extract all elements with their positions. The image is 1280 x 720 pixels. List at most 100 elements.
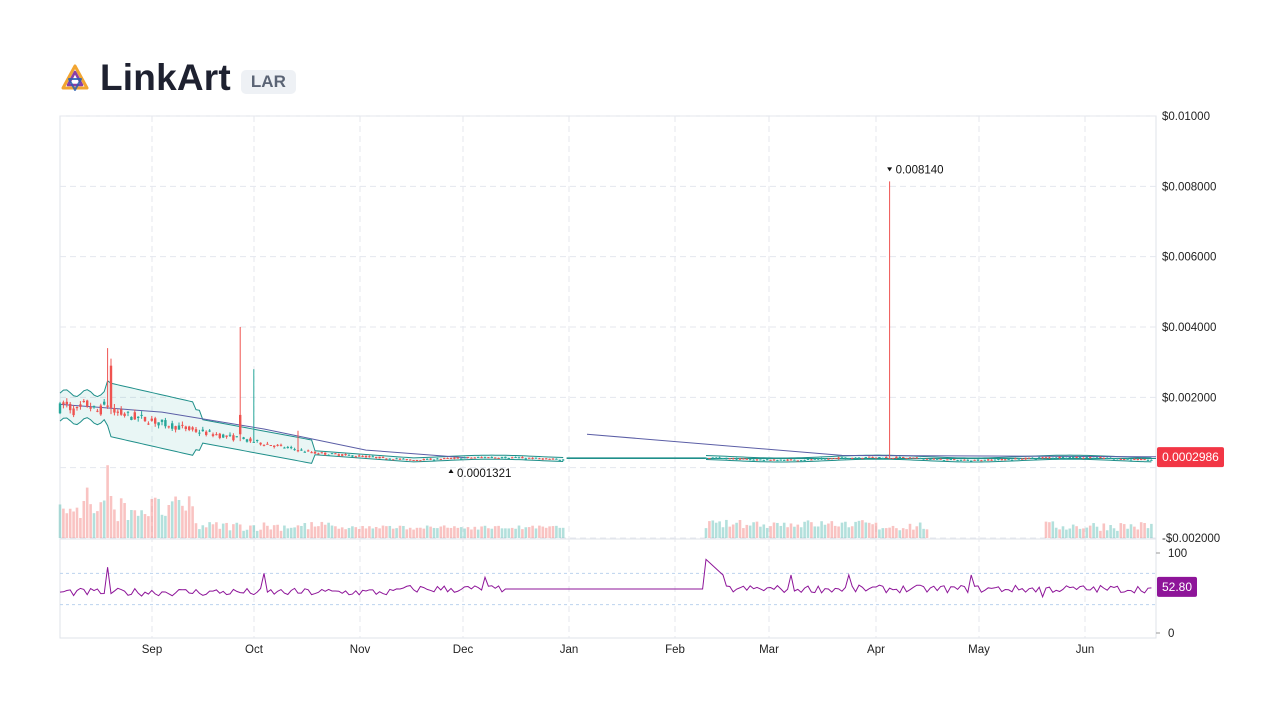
candle-body (218, 433, 221, 438)
volume-bar (296, 525, 300, 538)
candle-body (368, 456, 371, 458)
volume-bar (1061, 526, 1065, 538)
candle-body (157, 422, 160, 426)
volume-bar (1085, 527, 1089, 538)
volume-bar (850, 526, 854, 538)
ma-line (59, 403, 469, 459)
volume-bar (62, 508, 65, 538)
volume-bar (300, 525, 303, 538)
candle-body (912, 457, 915, 459)
volume-bar (521, 529, 524, 538)
candle-body (422, 459, 425, 461)
candle-body (1024, 457, 1027, 460)
candle-body (779, 459, 782, 461)
volume-bar (449, 527, 453, 538)
volume-bar (864, 522, 868, 538)
volume-bar (238, 524, 242, 538)
candle-body (980, 460, 983, 462)
candle-body (725, 457, 728, 460)
candle-body (259, 442, 262, 445)
candle-body (1065, 457, 1068, 459)
candle-body (177, 425, 181, 430)
candle-body (738, 458, 742, 460)
candle-body (851, 457, 854, 459)
volume-bar (738, 520, 742, 538)
volume-bar (1105, 530, 1109, 538)
volume-bar (830, 521, 834, 538)
candle-body (854, 457, 857, 459)
volume-bar (208, 522, 211, 538)
volume-bar (466, 527, 470, 538)
volume-bar (1088, 525, 1092, 538)
candle-body (766, 459, 769, 461)
candle-body (806, 459, 810, 461)
volume-bar (1136, 529, 1140, 538)
candle-body (1146, 459, 1150, 461)
candle-body (296, 450, 300, 452)
candle-body (473, 457, 476, 459)
volume-bar (823, 524, 827, 538)
volume-bar (891, 525, 895, 538)
candle-body (728, 458, 731, 460)
volume-bar (153, 497, 157, 538)
volume-bar (793, 526, 796, 538)
volume-bar (555, 525, 558, 538)
volume-bar (1051, 521, 1055, 538)
volume-bar (714, 522, 718, 538)
candle-body (973, 459, 976, 461)
volume-bar (884, 528, 888, 538)
candle-body (347, 454, 351, 456)
candle-body (398, 458, 402, 460)
candle-body (1085, 456, 1088, 458)
candle-body (215, 434, 218, 436)
candle-body (1126, 458, 1129, 460)
volume-bar (728, 526, 732, 538)
candle-body (205, 431, 208, 435)
volume-bar (374, 526, 378, 538)
volume-bar (504, 528, 507, 538)
candle-body (103, 401, 106, 405)
candle-body (256, 439, 259, 441)
candle-body (171, 423, 174, 429)
candle-body (759, 459, 762, 461)
volume-bar (279, 530, 283, 538)
x-tick-label: Jan (560, 644, 579, 656)
candle-body (456, 457, 459, 459)
volume-bar (415, 527, 419, 538)
candle-body (313, 451, 317, 454)
volume-bar (490, 528, 494, 538)
volume-bar (245, 529, 249, 538)
x-tick-label: Mar (759, 644, 779, 656)
candle-body (269, 445, 272, 447)
candle-body (1136, 459, 1139, 461)
volume-bar (878, 529, 881, 538)
candle-body (1102, 457, 1105, 459)
candle-body (1112, 458, 1116, 460)
volume-bar (184, 510, 188, 538)
candle-body (708, 458, 711, 460)
candle-body (1075, 457, 1078, 459)
candle-body (1082, 457, 1085, 459)
candle-body (194, 429, 198, 432)
candle-body (558, 459, 561, 461)
volume-bar (725, 519, 728, 538)
candle-body (483, 457, 487, 459)
volume-bar (232, 524, 235, 538)
volume-bar (524, 527, 528, 538)
candle-body (252, 441, 255, 443)
linkart-triangle-logo-icon (61, 64, 89, 91)
x-tick-label: Apr (867, 644, 885, 656)
candle-body (75, 406, 79, 409)
band-lower-line (59, 417, 564, 464)
volume-bar (391, 528, 395, 538)
volume-bar (194, 523, 198, 538)
volume-bar (283, 525, 286, 538)
volume-bar (816, 526, 820, 538)
candle-body (915, 457, 918, 459)
candle-body (1044, 457, 1048, 459)
candles (58, 181, 1153, 462)
volume-bar (487, 528, 490, 538)
rsi-tick-label: 0 (1168, 628, 1174, 640)
volume-bar (1143, 523, 1146, 538)
